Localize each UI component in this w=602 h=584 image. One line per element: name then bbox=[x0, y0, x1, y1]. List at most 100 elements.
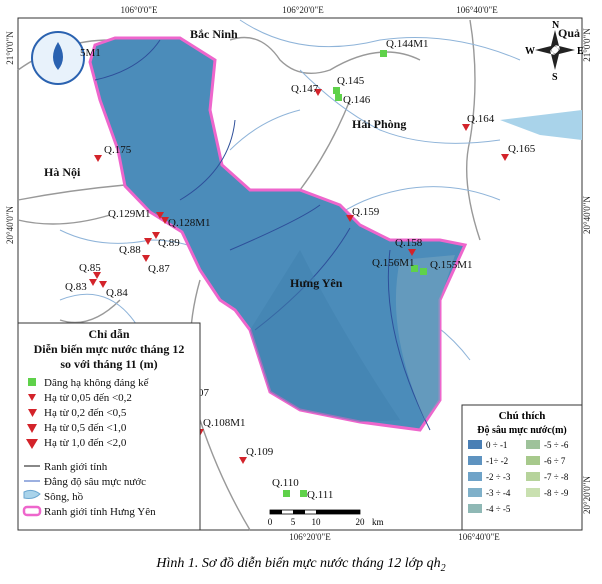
legend-item: Đẳng độ sâu mực nước bbox=[44, 476, 146, 488]
coord-label: 106°20'0"E bbox=[282, 5, 324, 15]
legend-symbol bbox=[22, 505, 42, 517]
legend-item: Hạ từ 0,05 đến <0,2 bbox=[44, 392, 132, 404]
well-label: Q.159 bbox=[352, 206, 380, 218]
depth-zone bbox=[395, 255, 455, 420]
well-label: 07 bbox=[198, 387, 210, 399]
well-label: Q.175 bbox=[104, 144, 132, 156]
legend-item: Sông, hồ bbox=[44, 491, 84, 503]
well-label: Q.144M1 bbox=[386, 38, 428, 50]
depth-swatch bbox=[526, 440, 540, 449]
well-label: Q.111 bbox=[307, 489, 333, 501]
caption-subscript: 2 bbox=[441, 563, 446, 574]
well-label: Q.85 bbox=[79, 262, 101, 274]
place-label: Hà Nội bbox=[44, 165, 81, 179]
well-label: Q.164 bbox=[467, 113, 495, 125]
legend-symbol bbox=[23, 489, 41, 499]
depth-swatch bbox=[526, 488, 540, 497]
coord-label: 106°20'0"E bbox=[289, 532, 331, 542]
well-label: Q.83 bbox=[65, 281, 87, 293]
well-label: Q.147 bbox=[291, 83, 319, 95]
depth-swatch bbox=[468, 504, 482, 513]
stable-wells bbox=[283, 50, 427, 497]
well-label: Q.156M1 bbox=[372, 257, 414, 269]
well-label: Q.110 bbox=[272, 477, 299, 489]
scale-label: 20 bbox=[356, 517, 366, 527]
well-marker bbox=[346, 215, 354, 222]
legend-box bbox=[17, 322, 201, 531]
depth-class: -2 ÷ -3 bbox=[486, 472, 511, 482]
depth-class: -4 ÷ -5 bbox=[486, 504, 511, 514]
depth-swatch bbox=[468, 456, 482, 465]
scale-bar: 0 5 10 20 km bbox=[268, 509, 384, 527]
coord-label: 106°0'0"E bbox=[121, 5, 158, 15]
hung-yen-province bbox=[88, 36, 468, 432]
legend-item: Ranh giới tỉnh bbox=[44, 461, 108, 473]
place-label: Bắc Ninh bbox=[190, 27, 238, 41]
well-marker bbox=[156, 212, 164, 219]
depth-zone bbox=[250, 250, 400, 422]
scale-label: 0 bbox=[268, 517, 273, 527]
depth-class: -8 ÷ -9 bbox=[544, 488, 569, 498]
depth-class: 0 ÷ -1 bbox=[486, 440, 507, 450]
depth-class: -5 ÷ -6 bbox=[544, 440, 569, 450]
legend-item: Hạ từ 1,0 đến <2,0 bbox=[44, 437, 127, 449]
well-marker bbox=[335, 94, 342, 101]
well-marker bbox=[314, 89, 322, 96]
well-marker bbox=[420, 268, 427, 275]
coord-label: 106°40'0"E bbox=[456, 5, 498, 15]
legend-item: Ranh giới tỉnh Hưng Yên bbox=[44, 506, 156, 518]
declining-wells bbox=[89, 89, 509, 464]
well-marker bbox=[462, 124, 470, 131]
coord-label: 21°0'0"N bbox=[5, 31, 15, 65]
depth-class: -7 ÷ -8 bbox=[544, 472, 569, 482]
well-marker bbox=[411, 265, 418, 272]
compass-label: W bbox=[525, 46, 535, 57]
scale-label: 10 bbox=[312, 517, 322, 527]
logo bbox=[53, 42, 63, 70]
legend-symbol bbox=[26, 439, 38, 449]
well-marker bbox=[152, 232, 160, 239]
depth-swatch bbox=[468, 472, 482, 481]
depth-swatch bbox=[526, 472, 540, 481]
coord-label: 20°40'0"N bbox=[5, 206, 15, 244]
place-label: Quả bbox=[558, 26, 580, 40]
legend-title: Chú thích bbox=[499, 410, 546, 422]
well-label: Q.129M1 bbox=[108, 208, 150, 220]
legend: Chỉ dẫn Diễn biến mực nước tháng 12 so v… bbox=[17, 322, 201, 531]
well-label: Q.88 bbox=[119, 244, 141, 256]
well-label: Q.146 bbox=[343, 94, 371, 106]
coord-label: 21°0'0"N bbox=[582, 28, 592, 62]
caption-main: Hình 1. Sơ đồ diễn biến mực nước tháng 1… bbox=[155, 556, 440, 571]
depth-swatch bbox=[468, 440, 482, 449]
depth-class: -6 ÷ 7 bbox=[544, 456, 566, 466]
well-marker bbox=[300, 490, 307, 497]
well-label: Q.158 bbox=[395, 237, 423, 249]
depth-legend: Chú thích Độ sâu mực nước(m) 0 ÷ -1 -1÷ … bbox=[461, 404, 583, 531]
coord-label: 106°40'0"E bbox=[458, 532, 500, 542]
well-marker bbox=[99, 281, 107, 288]
depth-contours bbox=[94, 39, 431, 431]
coord-label: 20°20'0"N bbox=[582, 476, 592, 514]
compass-label: S bbox=[552, 72, 558, 83]
compass-label: E bbox=[577, 46, 584, 57]
depth-class: -1÷ -2 bbox=[486, 456, 508, 466]
depth-class: -3 ÷ -4 bbox=[486, 488, 511, 498]
legend-subtitle: so với tháng 11 (m) bbox=[60, 357, 157, 371]
legend-subtitle: Diễn biến mực nước tháng 12 bbox=[34, 342, 185, 356]
well-label: Q.155M1 bbox=[430, 259, 472, 271]
well-label: Q.165 bbox=[508, 143, 536, 155]
well-marker bbox=[93, 272, 101, 279]
legend-title: Chỉ dẫn bbox=[88, 327, 129, 341]
well-label: Q.87 bbox=[148, 263, 170, 275]
scale-label: 5 bbox=[291, 517, 296, 527]
depth-swatch bbox=[468, 488, 482, 497]
well-label: Q.128M1 bbox=[168, 217, 210, 229]
well-label: Q.108M1 bbox=[203, 417, 245, 429]
coord-label: 20°40'0"N bbox=[582, 196, 592, 234]
scale-unit: km bbox=[372, 517, 384, 527]
legend-symbol bbox=[28, 409, 37, 417]
legend-symbol bbox=[28, 394, 36, 401]
well-marker bbox=[408, 249, 416, 256]
depth-swatch bbox=[526, 456, 540, 465]
